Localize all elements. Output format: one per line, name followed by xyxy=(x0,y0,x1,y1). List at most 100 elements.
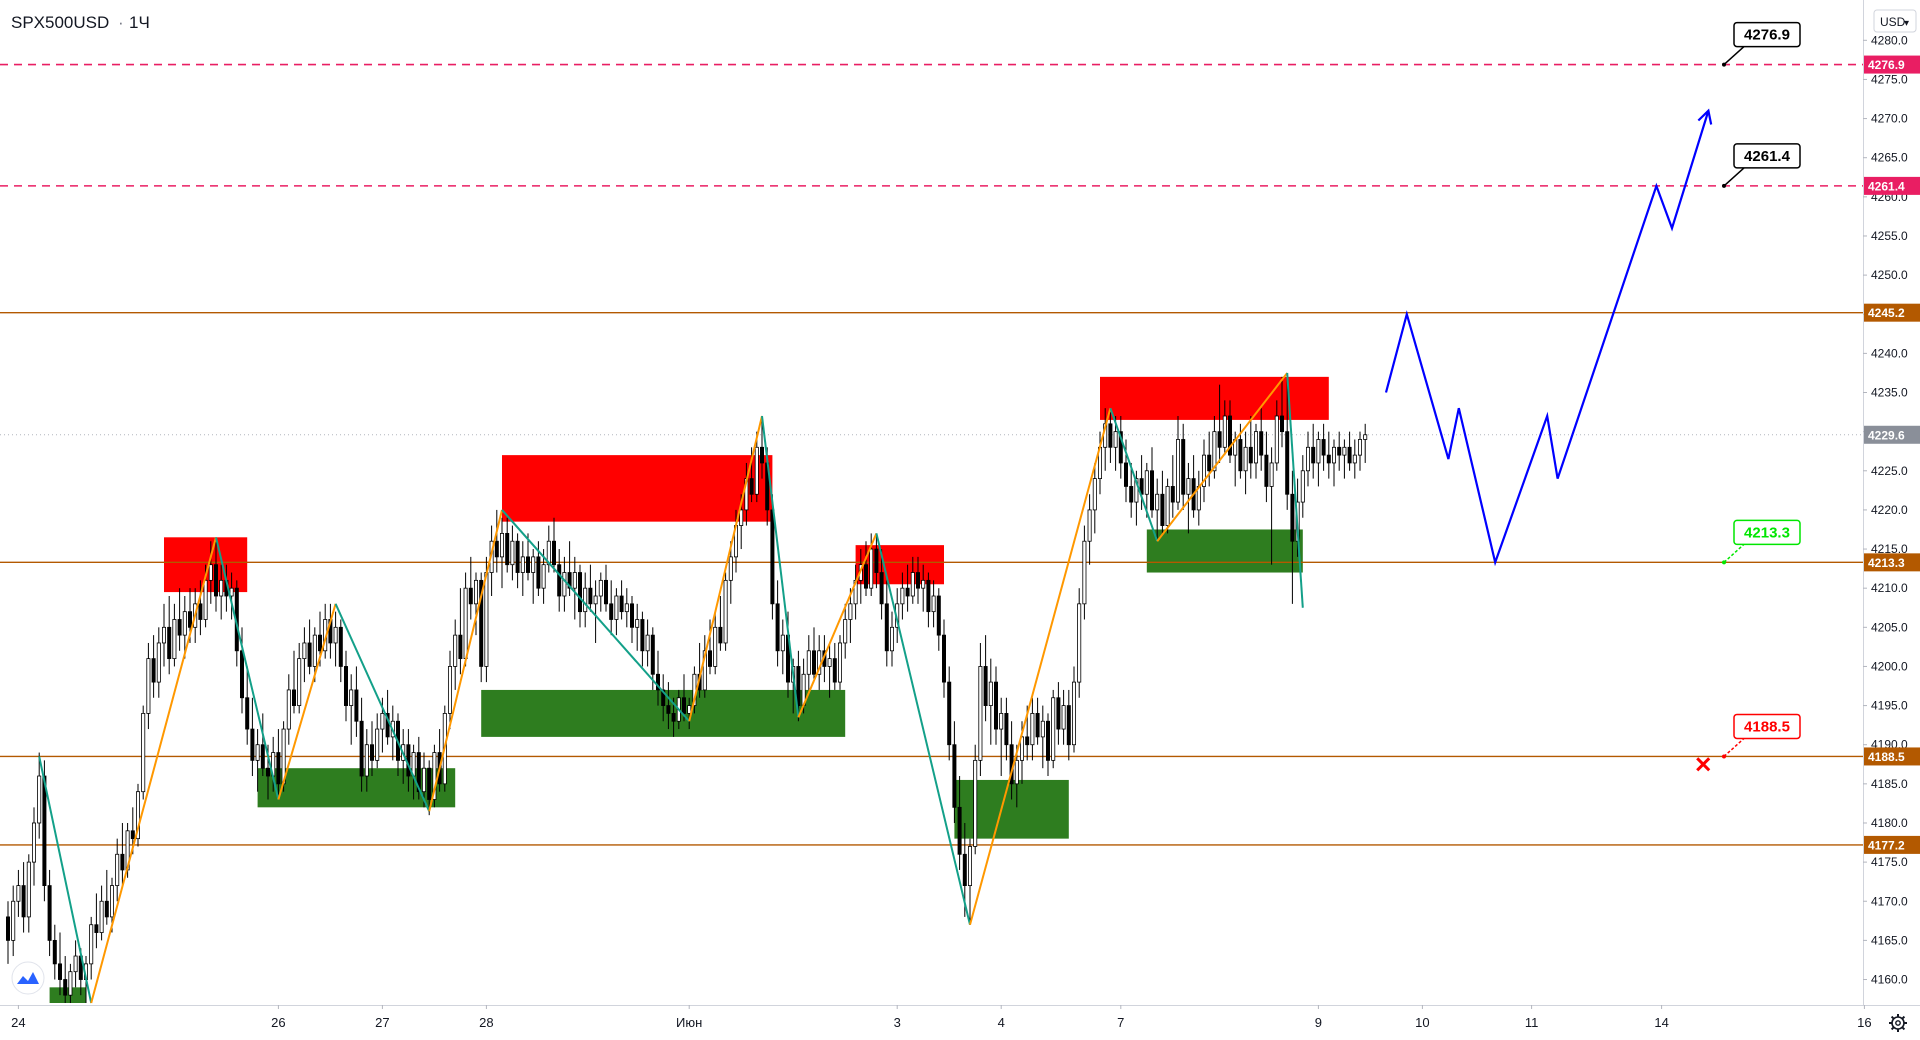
candle-body xyxy=(156,642,161,683)
candle-body xyxy=(1170,486,1175,503)
levels-layer xyxy=(0,63,1863,846)
candle-body xyxy=(250,728,255,761)
tradingview-logo-icon[interactable] xyxy=(11,961,45,995)
candle-body xyxy=(432,752,437,800)
candle-252 xyxy=(1316,431,1321,487)
candle-12 xyxy=(68,963,73,1003)
gear-icon[interactable] xyxy=(1889,1014,1907,1032)
level-axis-label-3-bg xyxy=(1864,553,1920,572)
candle-body xyxy=(1160,493,1165,526)
support-zone-8[interactable] xyxy=(1146,529,1303,573)
candle-81 xyxy=(427,760,432,816)
candle-body xyxy=(52,939,57,965)
candle-256 xyxy=(1337,431,1342,471)
candle-27 xyxy=(146,642,151,730)
callout-pointer xyxy=(1723,167,1745,187)
candle-body xyxy=(167,626,172,660)
candle-216 xyxy=(1129,462,1134,518)
candle-145 xyxy=(760,415,765,479)
time-axis[interactable]: 24 26 27 28 Июн 3 4 7 9 10 11 14 16 xyxy=(11,1005,1872,1030)
candle-body xyxy=(1108,423,1113,448)
callout-3[interactable]: 4188.5 xyxy=(1722,713,1801,759)
zigzag-segment-14 xyxy=(1286,372,1304,608)
callout-1[interactable]: 4261.4 xyxy=(1722,143,1801,188)
candle-2 xyxy=(16,869,21,917)
candle-body xyxy=(806,650,811,675)
price-tick-label: 4235.0 xyxy=(1871,386,1908,400)
price-tick-label: 4170.0 xyxy=(1871,894,1908,908)
callout-0[interactable]: 4276.9 xyxy=(1722,21,1801,67)
candle-54 xyxy=(286,674,291,745)
candle-body xyxy=(286,689,291,730)
currency-button[interactable]: USD ▾ xyxy=(1873,9,1917,33)
candle-159 xyxy=(832,642,837,690)
candle-body xyxy=(884,603,889,652)
symbol-title[interactable]: SPX500USD xyxy=(11,13,109,32)
candle-body xyxy=(905,587,910,597)
candle-body xyxy=(338,626,343,667)
candle-body xyxy=(713,626,718,667)
candle-body xyxy=(1129,486,1134,503)
candle-21 xyxy=(115,838,120,902)
candle-body xyxy=(26,861,31,918)
candle-body xyxy=(89,924,94,965)
candle-body xyxy=(999,713,1004,730)
time-tick-label: 7 xyxy=(1117,1015,1124,1030)
candle-body xyxy=(146,658,151,714)
zigzag-segment-12 xyxy=(1109,407,1159,542)
price-axis-labels: 4276.9 4261.4 4245.2 4213.3 4188.5 4177.2 4229… xyxy=(1864,55,1920,854)
price-tick-label: 4160.0 xyxy=(1871,973,1908,987)
chevron-down-icon: ▾ xyxy=(1904,18,1909,29)
candle-116 xyxy=(609,580,614,636)
candle-175 xyxy=(916,556,921,604)
candle-body xyxy=(172,619,177,660)
zigzag-segment-3 xyxy=(277,603,337,800)
candle-body xyxy=(99,900,104,933)
candle-246 xyxy=(1285,376,1290,510)
candle-134 xyxy=(702,635,707,698)
candle-body xyxy=(640,619,645,652)
price-tick-label: 4240.0 xyxy=(1871,346,1908,360)
candle-32 xyxy=(172,603,177,667)
candle-body xyxy=(666,705,671,714)
candle-body xyxy=(364,744,369,777)
candle-208 xyxy=(1087,494,1092,565)
time-tick-label: 24 xyxy=(11,1015,25,1030)
candle-46 xyxy=(245,666,250,745)
candle-221 xyxy=(1155,478,1160,542)
candle-5 xyxy=(32,807,37,886)
candle-71 xyxy=(375,713,380,769)
candle-25 xyxy=(135,783,140,847)
candle-body xyxy=(1118,431,1123,464)
support-zone-0[interactable] xyxy=(49,987,86,1003)
candle-106 xyxy=(557,549,562,612)
price-tick-label: 4270.0 xyxy=(1871,112,1908,126)
candle-114 xyxy=(598,572,603,612)
candle-158 xyxy=(827,642,832,698)
candle-body xyxy=(645,634,650,652)
candle-209 xyxy=(1092,462,1097,534)
price-tick-label: 4180.0 xyxy=(1871,816,1908,830)
candle-172 xyxy=(900,572,905,620)
candle-168 xyxy=(879,549,884,620)
callout-box xyxy=(1733,143,1801,169)
candle-body xyxy=(219,579,224,597)
candle-body xyxy=(1274,415,1279,464)
candle-139 xyxy=(728,541,733,604)
callout-2[interactable]: 4213.3 xyxy=(1722,519,1801,565)
candle-185 xyxy=(968,838,973,925)
candle-249 xyxy=(1300,455,1305,518)
resistance-zone-7[interactable] xyxy=(1100,376,1329,420)
level-axis-label-5: 4177.2 xyxy=(1868,838,1905,852)
resistance-zone-3[interactable] xyxy=(502,455,773,522)
level-axis-label-1-bg xyxy=(1864,176,1920,195)
candle-177 xyxy=(926,572,931,628)
candle-body xyxy=(682,697,687,714)
candle-body xyxy=(354,689,359,722)
forecast-path[interactable] xyxy=(1384,110,1710,567)
candle-109 xyxy=(572,556,577,620)
candle-231 xyxy=(1207,431,1212,487)
interval-label[interactable]: 1Ч xyxy=(129,13,150,32)
candle-body xyxy=(458,634,463,660)
